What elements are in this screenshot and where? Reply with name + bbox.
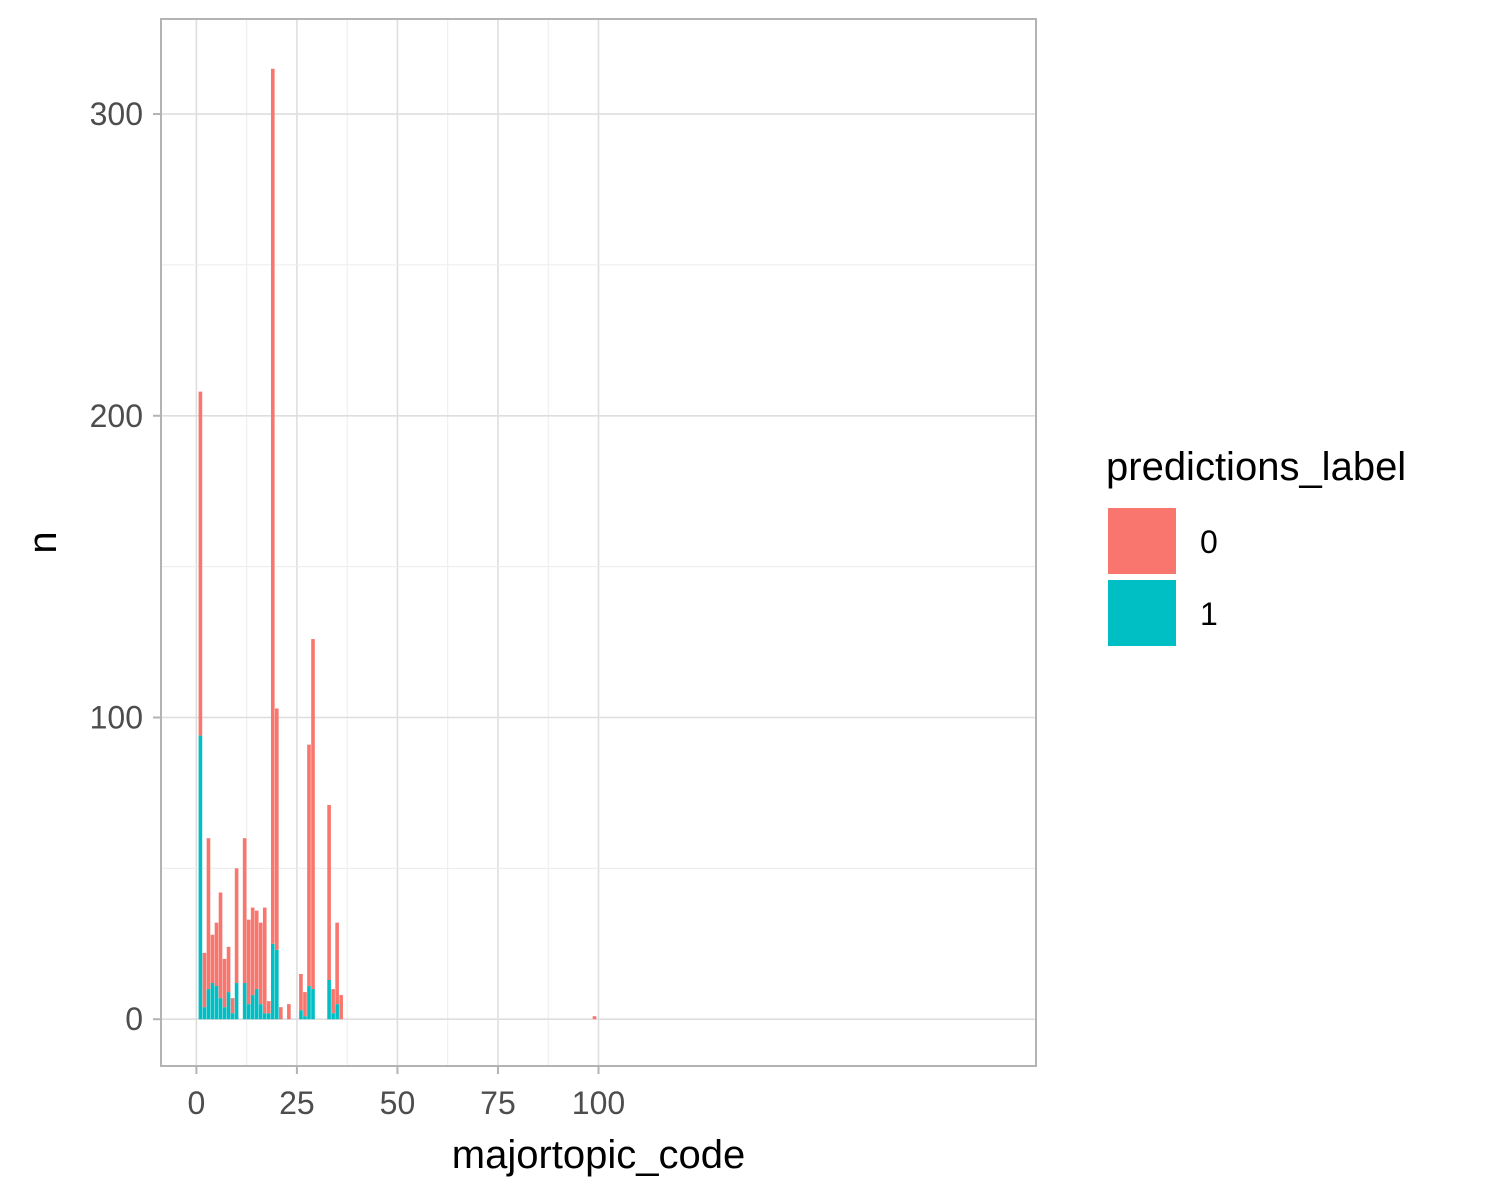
bar-segment-label-0 xyxy=(307,744,311,987)
bar-segment-label-1 xyxy=(270,943,275,1020)
bar-segment-label-1 xyxy=(206,989,211,1020)
x-axis-title: majortopic_code xyxy=(452,1133,746,1177)
x-tick-label: 25 xyxy=(279,1085,315,1121)
bar-segment-label-1 xyxy=(266,1013,271,1020)
bar-segment-label-0 xyxy=(303,992,307,1017)
bar-segment-label-0 xyxy=(202,952,207,1008)
x-tick-label: 75 xyxy=(480,1085,516,1121)
legend-key-0 xyxy=(1108,508,1176,574)
bar-segment-label-0 xyxy=(592,1016,597,1020)
bar-segment-label-1 xyxy=(299,1010,303,1020)
bar-segment-label-1 xyxy=(218,998,223,1020)
bar-segment-label-0 xyxy=(339,995,343,1020)
bar-segment-label-1 xyxy=(246,1004,251,1020)
bar-segment-label-0 xyxy=(262,907,267,1014)
bar-segment-label-0 xyxy=(246,919,251,1005)
bar-segment-label-1 xyxy=(222,1007,227,1020)
grid-lines xyxy=(161,19,1036,1066)
bar-segment-label-0 xyxy=(311,639,315,990)
legend: predictions_label 0 1 xyxy=(1106,445,1406,646)
y-tick-label: 0 xyxy=(125,1001,143,1037)
bar-segment-label-1 xyxy=(210,983,215,1020)
bar-segment-label-0 xyxy=(287,1004,291,1020)
bar-segment-label-0 xyxy=(218,892,223,999)
bar-segment-label-0 xyxy=(327,805,331,981)
bar-segment-label-1 xyxy=(254,989,259,1020)
bar-segment-label-1 xyxy=(274,949,279,1020)
bar-segment-label-0 xyxy=(331,989,335,1014)
bar-segment-label-1 xyxy=(303,1016,307,1020)
y-tick-label: 200 xyxy=(90,398,143,434)
y-axis-title: n xyxy=(21,531,65,553)
bar-segment-label-0 xyxy=(250,907,255,996)
bar-segment-label-1 xyxy=(262,1013,267,1020)
bar-segment-label-0 xyxy=(214,922,219,987)
bar-segment-label-1 xyxy=(198,735,203,1020)
bar-segment-label-0 xyxy=(270,68,275,944)
bar-segment-label-0 xyxy=(210,934,215,984)
bars xyxy=(198,68,597,1020)
bar-segment-label-1 xyxy=(202,1007,207,1020)
bar-segment-label-1 xyxy=(234,983,239,1020)
y-tick-label: 300 xyxy=(90,96,143,132)
bar-segment-label-1 xyxy=(242,983,247,1020)
bar-segment-label-0 xyxy=(335,922,339,1005)
bar-segment-label-1 xyxy=(335,1004,339,1020)
bar-segment-label-0 xyxy=(230,998,235,1014)
bar-segment-label-1 xyxy=(214,986,219,1020)
bar-segment-label-0 xyxy=(198,391,203,736)
axis-ticks: 0 25 50 75 100 0 100 200 300 xyxy=(90,96,626,1121)
legend-label-1: 1 xyxy=(1200,596,1218,632)
bar-segment-label-1 xyxy=(230,1013,235,1020)
bar-segment-label-1 xyxy=(311,989,315,1020)
legend-key-1 xyxy=(1108,580,1176,646)
x-tick-label: 100 xyxy=(572,1085,625,1121)
bar-segment-label-0 xyxy=(258,922,263,1005)
bar-segment-label-0 xyxy=(266,1001,271,1014)
x-tick-label: 0 xyxy=(187,1085,205,1121)
bar-segment-label-0 xyxy=(254,910,259,990)
bar-segment-label-0 xyxy=(274,708,279,950)
bar-segment-label-0 xyxy=(234,868,239,984)
legend-title: predictions_label xyxy=(1106,445,1406,489)
x-tick-label: 50 xyxy=(380,1085,416,1121)
bar-segment-label-0 xyxy=(222,958,227,1008)
bar-segment-label-1 xyxy=(250,995,255,1020)
bar-segment-label-1 xyxy=(307,986,311,1020)
bar-segment-label-0 xyxy=(279,1007,283,1020)
bar-segment-label-0 xyxy=(226,946,231,993)
bar-segment-label-1 xyxy=(258,1004,263,1020)
bar-segment-label-0 xyxy=(242,838,247,984)
legend-label-0: 0 xyxy=(1200,524,1218,560)
bar-segment-label-1 xyxy=(226,992,231,1020)
y-tick-label: 100 xyxy=(90,700,143,736)
bar-segment-label-1 xyxy=(331,1013,335,1020)
bar-segment-label-1 xyxy=(327,980,331,1020)
bar-segment-label-0 xyxy=(299,973,303,1011)
bar-segment-label-0 xyxy=(206,838,211,990)
